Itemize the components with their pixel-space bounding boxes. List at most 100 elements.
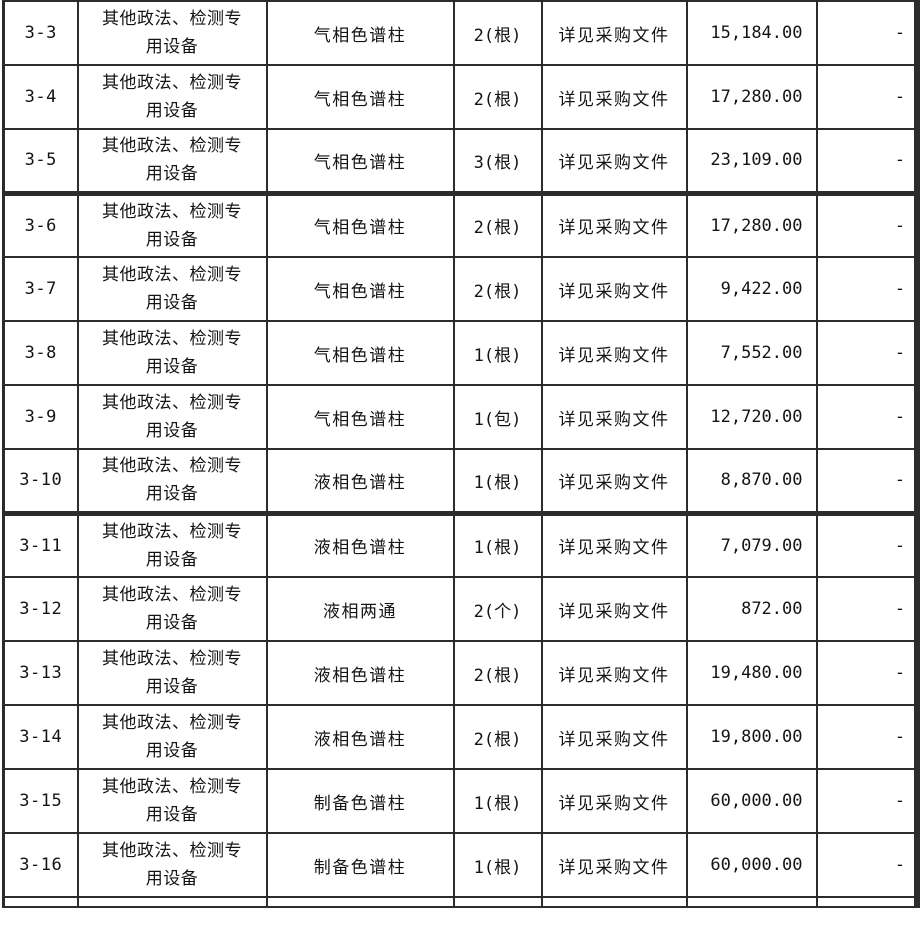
cell-note-dash: - — [815, 448, 918, 516]
table-row: 3-11 其他政法、检测专用设备 液相色谱柱 1(根) 详见采购文件 7,079… — [2, 512, 918, 578]
cell-category: 其他政法、检测专用设备 — [76, 128, 268, 196]
cell-item-name: 液相色谱柱 — [265, 640, 455, 706]
cell-unit-price: 17,280.00 — [685, 64, 818, 130]
cell-note-dash: - — [815, 0, 918, 66]
cell-serial-number: 3-5 — [2, 128, 79, 196]
category-text: 其他政法、检测专用设备 — [102, 649, 242, 697]
cell-serial-number: 3-3 — [2, 0, 79, 66]
table-row: 3-12 其他政法、检测专用设备 液相两通 2(个) 详见采购文件 872.00… — [2, 576, 918, 642]
cell-item-name: 液相色谱柱 — [265, 448, 455, 516]
cell-category: 其他政法、检测专用设备 — [76, 384, 268, 450]
cell-item-name: 制备色谱柱 — [265, 768, 455, 834]
cell-item-name: 液相两通 — [265, 576, 455, 642]
cell-category: 其他政法、检测专用设备 — [76, 192, 268, 258]
cell-quantity: 2(根) — [452, 64, 543, 130]
cell-serial-number: 3-12 — [2, 576, 79, 642]
cell-serial-number: 3-8 — [2, 320, 79, 386]
cell-category: 其他政法、检测专用设备 — [76, 832, 268, 898]
cell-spec-reference: 详见采购文件 — [540, 256, 688, 322]
cell-unit-price: 19,800.00 — [685, 704, 818, 770]
table-row: 3-15 其他政法、检测专用设备 制备色谱柱 1(根) 详见采购文件 60,00… — [2, 768, 918, 834]
cell-spec-reference: 详见采购文件 — [540, 768, 688, 834]
table-row: 3-4 其他政法、检测专用设备 气相色谱柱 2(根) 详见采购文件 17,280… — [2, 64, 918, 130]
category-text: 其他政法、检测专用设备 — [102, 521, 242, 570]
cell-quantity: 2(根) — [452, 704, 543, 770]
cell-serial-number: 3-15 — [2, 768, 79, 834]
cell-quantity: 1(根) — [452, 320, 543, 386]
cell-serial-number: 3-7 — [2, 256, 79, 322]
cell-quantity: 2(根) — [452, 640, 543, 706]
cell-item-name: 气相色谱柱 — [265, 0, 455, 66]
cell-note-dash — [815, 896, 918, 907]
cell-spec-reference: 详见采购文件 — [540, 320, 688, 386]
table-row: 3-16 其他政法、检测专用设备 制备色谱柱 1(根) 详见采购文件 60,00… — [2, 832, 918, 898]
cell-category — [76, 896, 268, 907]
cell-serial-number: 3-6 — [2, 192, 79, 258]
cell-unit-price: 17,280.00 — [685, 192, 818, 258]
category-text: 其他政法、检测专用设备 — [102, 329, 242, 377]
cell-note-dash: - — [815, 832, 918, 898]
cell-quantity — [452, 896, 543, 907]
cell-quantity: 1(根) — [452, 768, 543, 834]
cell-item-name: 气相色谱柱 — [265, 128, 455, 196]
cell-note-dash: - — [815, 128, 918, 196]
category-text: 其他政法、检测专用设备 — [102, 136, 242, 185]
table-row: 3-10 其他政法、检测专用设备 液相色谱柱 1(根) 详见采购文件 8,870… — [2, 448, 918, 516]
cell-unit-price: 7,552.00 — [685, 320, 818, 386]
procurement-items-table: 3-3 其他政法、检测专用设备 气相色谱柱 2(根) 详见采购文件 15,184… — [2, 0, 920, 908]
cell-spec-reference: 详见采购文件 — [540, 704, 688, 770]
cell-note-dash: - — [815, 768, 918, 834]
cell-spec-reference: 详见采购文件 — [540, 576, 688, 642]
table-row-partial — [2, 896, 918, 907]
cell-quantity: 1(根) — [452, 512, 543, 578]
table-row: 3-7 其他政法、检测专用设备 气相色谱柱 2(根) 详见采购文件 9,422.… — [2, 256, 918, 322]
cell-spec-reference: 详见采购文件 — [540, 192, 688, 258]
category-text: 其他政法、检测专用设备 — [102, 265, 242, 313]
cell-unit-price: 9,422.00 — [685, 256, 818, 322]
cell-unit-price: 7,079.00 — [685, 512, 818, 578]
cell-quantity: 1(包) — [452, 384, 543, 450]
category-text: 其他政法、检测专用设备 — [102, 585, 242, 633]
cell-spec-reference: 详见采购文件 — [540, 128, 688, 196]
category-text: 其他政法、检测专用设备 — [102, 713, 242, 761]
cell-note-dash: - — [815, 576, 918, 642]
cell-spec-reference: 详见采购文件 — [540, 384, 688, 450]
cell-unit-price: 19,480.00 — [685, 640, 818, 706]
table-row: 3-8 其他政法、检测专用设备 气相色谱柱 1(根) 详见采购文件 7,552.… — [2, 320, 918, 386]
cell-spec-reference: 详见采购文件 — [540, 640, 688, 706]
category-text: 其他政法、检测专用设备 — [102, 9, 242, 57]
cell-note-dash: - — [815, 64, 918, 130]
cell-serial-number: 3-14 — [2, 704, 79, 770]
cell-note-dash: - — [815, 320, 918, 386]
cell-unit-price: 60,000.00 — [685, 768, 818, 834]
table-row: 3-6 其他政法、检测专用设备 气相色谱柱 2(根) 详见采购文件 17,280… — [2, 192, 918, 258]
cell-spec-reference: 详见采购文件 — [540, 512, 688, 578]
table-row: 3-14 其他政法、检测专用设备 液相色谱柱 2(根) 详见采购文件 19,80… — [2, 704, 918, 770]
table-row: 3-13 其他政法、检测专用设备 液相色谱柱 2(根) 详见采购文件 19,48… — [2, 640, 918, 706]
cell-item-name: 制备色谱柱 — [265, 832, 455, 898]
cell-unit-price: 15,184.00 — [685, 0, 818, 66]
cell-unit-price: 60,000.00 — [685, 832, 818, 898]
cell-note-dash: - — [815, 256, 918, 322]
category-text: 其他政法、检测专用设备 — [102, 393, 242, 441]
cell-spec-reference: 详见采购文件 — [540, 64, 688, 130]
cell-category: 其他政法、检测专用设备 — [76, 768, 268, 834]
cell-quantity: 3(根) — [452, 128, 543, 196]
cell-unit-price: 12,720.00 — [685, 384, 818, 450]
cell-category: 其他政法、检测专用设备 — [76, 512, 268, 578]
cell-category: 其他政法、检测专用设备 — [76, 448, 268, 516]
cell-item-name: 液相色谱柱 — [265, 704, 455, 770]
cell-spec-reference: 详见采购文件 — [540, 832, 688, 898]
cell-serial-number: 3-11 — [2, 512, 79, 578]
cell-quantity: 2(根) — [452, 192, 543, 258]
cell-note-dash: - — [815, 384, 918, 450]
cell-item-name: 气相色谱柱 — [265, 64, 455, 130]
cell-quantity: 1(根) — [452, 448, 543, 516]
cell-item-name: 气相色谱柱 — [265, 256, 455, 322]
cell-quantity: 2(个) — [452, 576, 543, 642]
cell-category: 其他政法、检测专用设备 — [76, 704, 268, 770]
cell-note-dash: - — [815, 512, 918, 578]
cell-serial-number: 3-9 — [2, 384, 79, 450]
cell-note-dash: - — [815, 192, 918, 258]
